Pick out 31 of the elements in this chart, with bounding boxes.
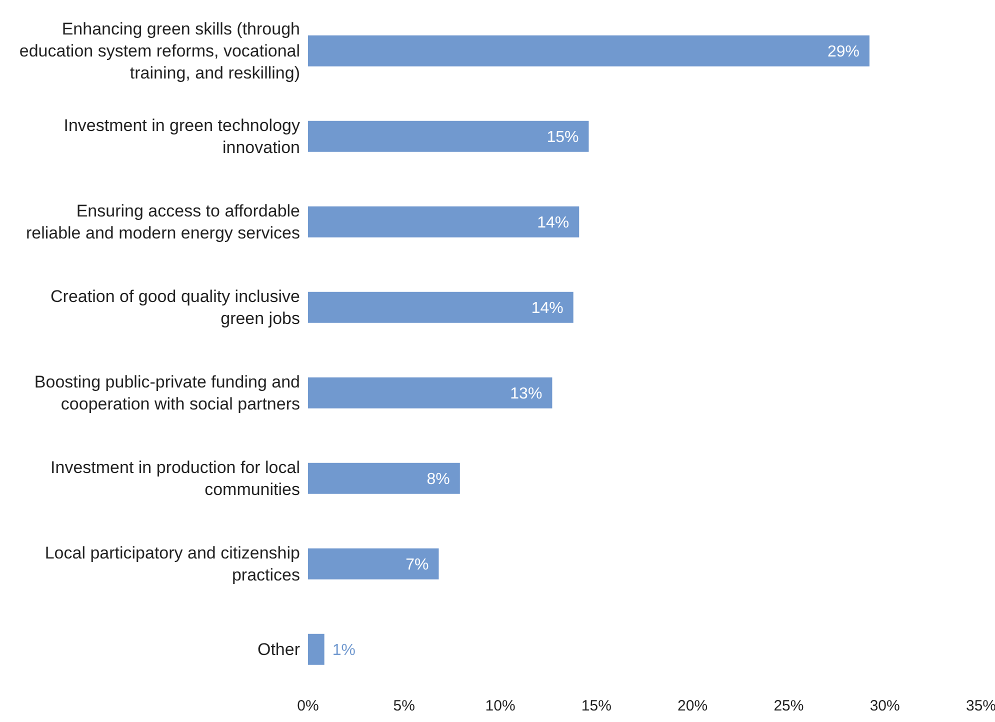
data-label: 8% [426,470,450,488]
data-label: 15% [546,128,579,146]
y-tick-label: Investment in green technology innovation [64,116,300,158]
data-label: 14% [531,300,564,317]
data-label: 1% [332,642,356,659]
bar [308,634,324,665]
x-tick-label: 25% [774,698,804,715]
bar [308,35,870,66]
x-tick-label: 0% [297,698,319,715]
y-tick-label: Boosting public-private funding and cooperation with social partners [34,372,300,414]
data-label: 14% [537,214,570,232]
y-tick-label: Other [257,640,300,660]
bar [308,120,589,152]
y-tick-label: Investment in production for local communities [50,458,300,500]
y-tick-label: Creation of good quality inclusive green jobs [50,287,300,328]
data-label: 29% [827,43,860,60]
bar [308,462,460,494]
data-label: 13% [510,385,542,402]
y-tick-label: Local participatory and citizenship practices [44,544,300,585]
bar [308,548,439,580]
x-tick-label: 15% [581,698,612,715]
x-tick-label: 10% [485,698,516,715]
bar [308,292,574,323]
bar [308,377,552,408]
y-tick-label: Enhancing green skills (through education system reforms, vocational training, and reskilling) [19,20,300,83]
y-tick-label: Ensuring access to affordable reliable and modern energy services [26,202,300,243]
x-tick-label: 5% [393,698,415,715]
x-tick-label: 20% [678,698,708,715]
x-tick-label: 30% [870,698,900,715]
data-label: 7% [406,556,429,574]
bar [308,206,580,238]
